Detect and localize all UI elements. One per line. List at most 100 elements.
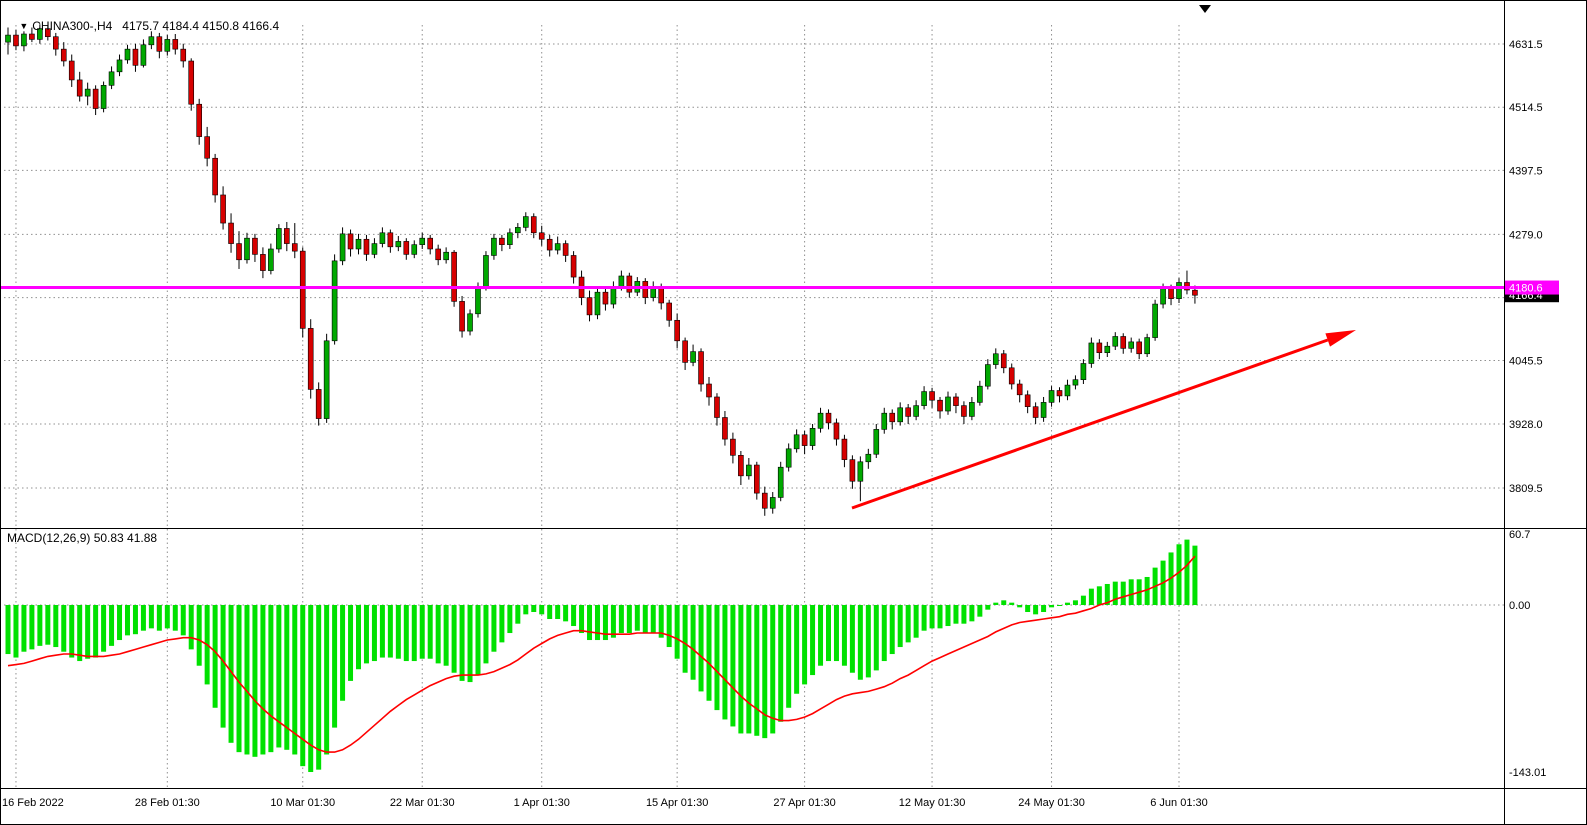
candle-body <box>68 60 75 81</box>
date-tick-label: 12 May 01:30 <box>899 797 966 809</box>
candle-body <box>108 71 115 86</box>
candle-body <box>244 237 250 261</box>
macd-tick-label: 60.7 <box>1509 529 1530 541</box>
candle-body <box>825 412 832 424</box>
candle-body <box>1064 384 1071 397</box>
candle-body <box>29 33 35 40</box>
candle-body <box>1168 287 1174 299</box>
candle-body <box>403 241 410 255</box>
trend-arrow-head[interactable] <box>1325 330 1356 347</box>
macd-signal-line <box>7 555 1196 753</box>
candle-body <box>921 391 927 406</box>
candle-body <box>45 28 51 38</box>
candle-body <box>801 434 808 446</box>
candle-body <box>666 302 672 321</box>
candle-body <box>554 243 561 251</box>
candle-body <box>738 455 744 477</box>
candle-body <box>913 405 919 417</box>
date-tick-label: 15 Apr 01:30 <box>646 797 708 809</box>
candle-body <box>196 103 202 137</box>
time-axis[interactable]: 16 Feb 2022 28 Feb 01:30 10 Mar 01:30 22 Ma… <box>2 797 1208 809</box>
candle-body <box>570 255 577 278</box>
candle-body <box>52 36 59 50</box>
price-axis[interactable]: 4631.5 4514.5 4397.5 4279.0 4045.5 3928.0 3809… <box>1509 39 1546 779</box>
candle-body <box>1008 367 1015 385</box>
candle-body <box>379 232 386 244</box>
svg-text:4180.6: 4180.6 <box>1509 283 1543 295</box>
candle-body <box>21 33 27 47</box>
trend-arrow-line[interactable] <box>851 338 1329 510</box>
candle-body <box>992 353 999 365</box>
candle-body <box>690 351 696 363</box>
candle-body <box>682 340 688 363</box>
candle-body <box>698 351 704 385</box>
price-tick-label: 4045.5 <box>1509 356 1543 368</box>
candle-body <box>562 243 569 256</box>
candle-body <box>483 255 489 288</box>
candle-body <box>459 301 465 332</box>
candle-body <box>873 429 880 455</box>
candle-body <box>1136 341 1142 355</box>
candle-body <box>515 227 521 234</box>
candle-body <box>180 48 187 62</box>
candle-body <box>220 194 226 224</box>
date-tick-label: 10 Mar 01:30 <box>270 797 335 809</box>
chart-shift-marker-icon[interactable] <box>1199 5 1211 13</box>
hline-price-tag: 4180.6 <box>1505 280 1559 295</box>
candle-body <box>618 275 625 288</box>
candle-body <box>769 497 776 509</box>
date-tick-label: 24 May 01:30 <box>1018 797 1085 809</box>
candle-body <box>451 251 457 302</box>
candle-body <box>905 407 911 417</box>
candle-body <box>1176 282 1182 299</box>
candle-body <box>785 448 792 468</box>
candle-body <box>730 438 736 456</box>
candle-body <box>777 466 784 498</box>
ohlc-readout: 4175.7 4184.4 4150.8 4166.4 <box>122 19 280 33</box>
candle-body <box>1024 394 1031 407</box>
candle-body <box>546 238 553 251</box>
candle-body <box>427 237 433 250</box>
candle-body <box>84 88 91 97</box>
candle-body <box>1152 303 1158 338</box>
candle-body <box>228 222 234 244</box>
candle-body <box>395 241 402 248</box>
candle-body <box>331 260 338 342</box>
candle-body <box>977 385 983 403</box>
date-tick-label: 28 Feb 01:30 <box>135 797 200 809</box>
candle-body <box>881 412 888 430</box>
candle-body <box>140 44 147 66</box>
price-tick-label: 3809.5 <box>1509 483 1543 495</box>
candle-body <box>1016 383 1023 396</box>
price-tick-label: 4279.0 <box>1509 229 1543 241</box>
candle-body <box>841 438 848 460</box>
candle-body <box>132 48 139 66</box>
candle-body <box>1096 342 1103 353</box>
candle-body <box>363 238 370 255</box>
candle-body <box>1040 402 1047 418</box>
candle-body <box>148 36 155 46</box>
candle-body <box>92 88 99 109</box>
candle-body <box>355 238 362 250</box>
date-tick-label: 16 Feb 2022 <box>2 797 64 809</box>
candle-body <box>411 244 418 255</box>
candle-body <box>897 407 903 423</box>
candle-body <box>969 402 975 417</box>
candle-body <box>889 412 896 423</box>
candle-body <box>1048 390 1055 403</box>
candle-body <box>323 340 330 419</box>
symbol-dropdown-icon[interactable]: ▼ <box>19 21 29 31</box>
candle-body <box>642 281 649 298</box>
candle-body <box>307 328 314 390</box>
candle-body <box>985 364 991 387</box>
macd-indicator-label: MACD(12,26,9) 50.83 41.88 <box>7 531 158 545</box>
candle-body <box>188 60 195 105</box>
candle-body <box>961 405 967 417</box>
candle-body <box>714 396 720 418</box>
candle-body <box>522 216 529 228</box>
candle-body <box>754 464 760 494</box>
candle-body <box>124 48 131 61</box>
date-tick-label: 6 Jun 01:30 <box>1150 797 1208 809</box>
